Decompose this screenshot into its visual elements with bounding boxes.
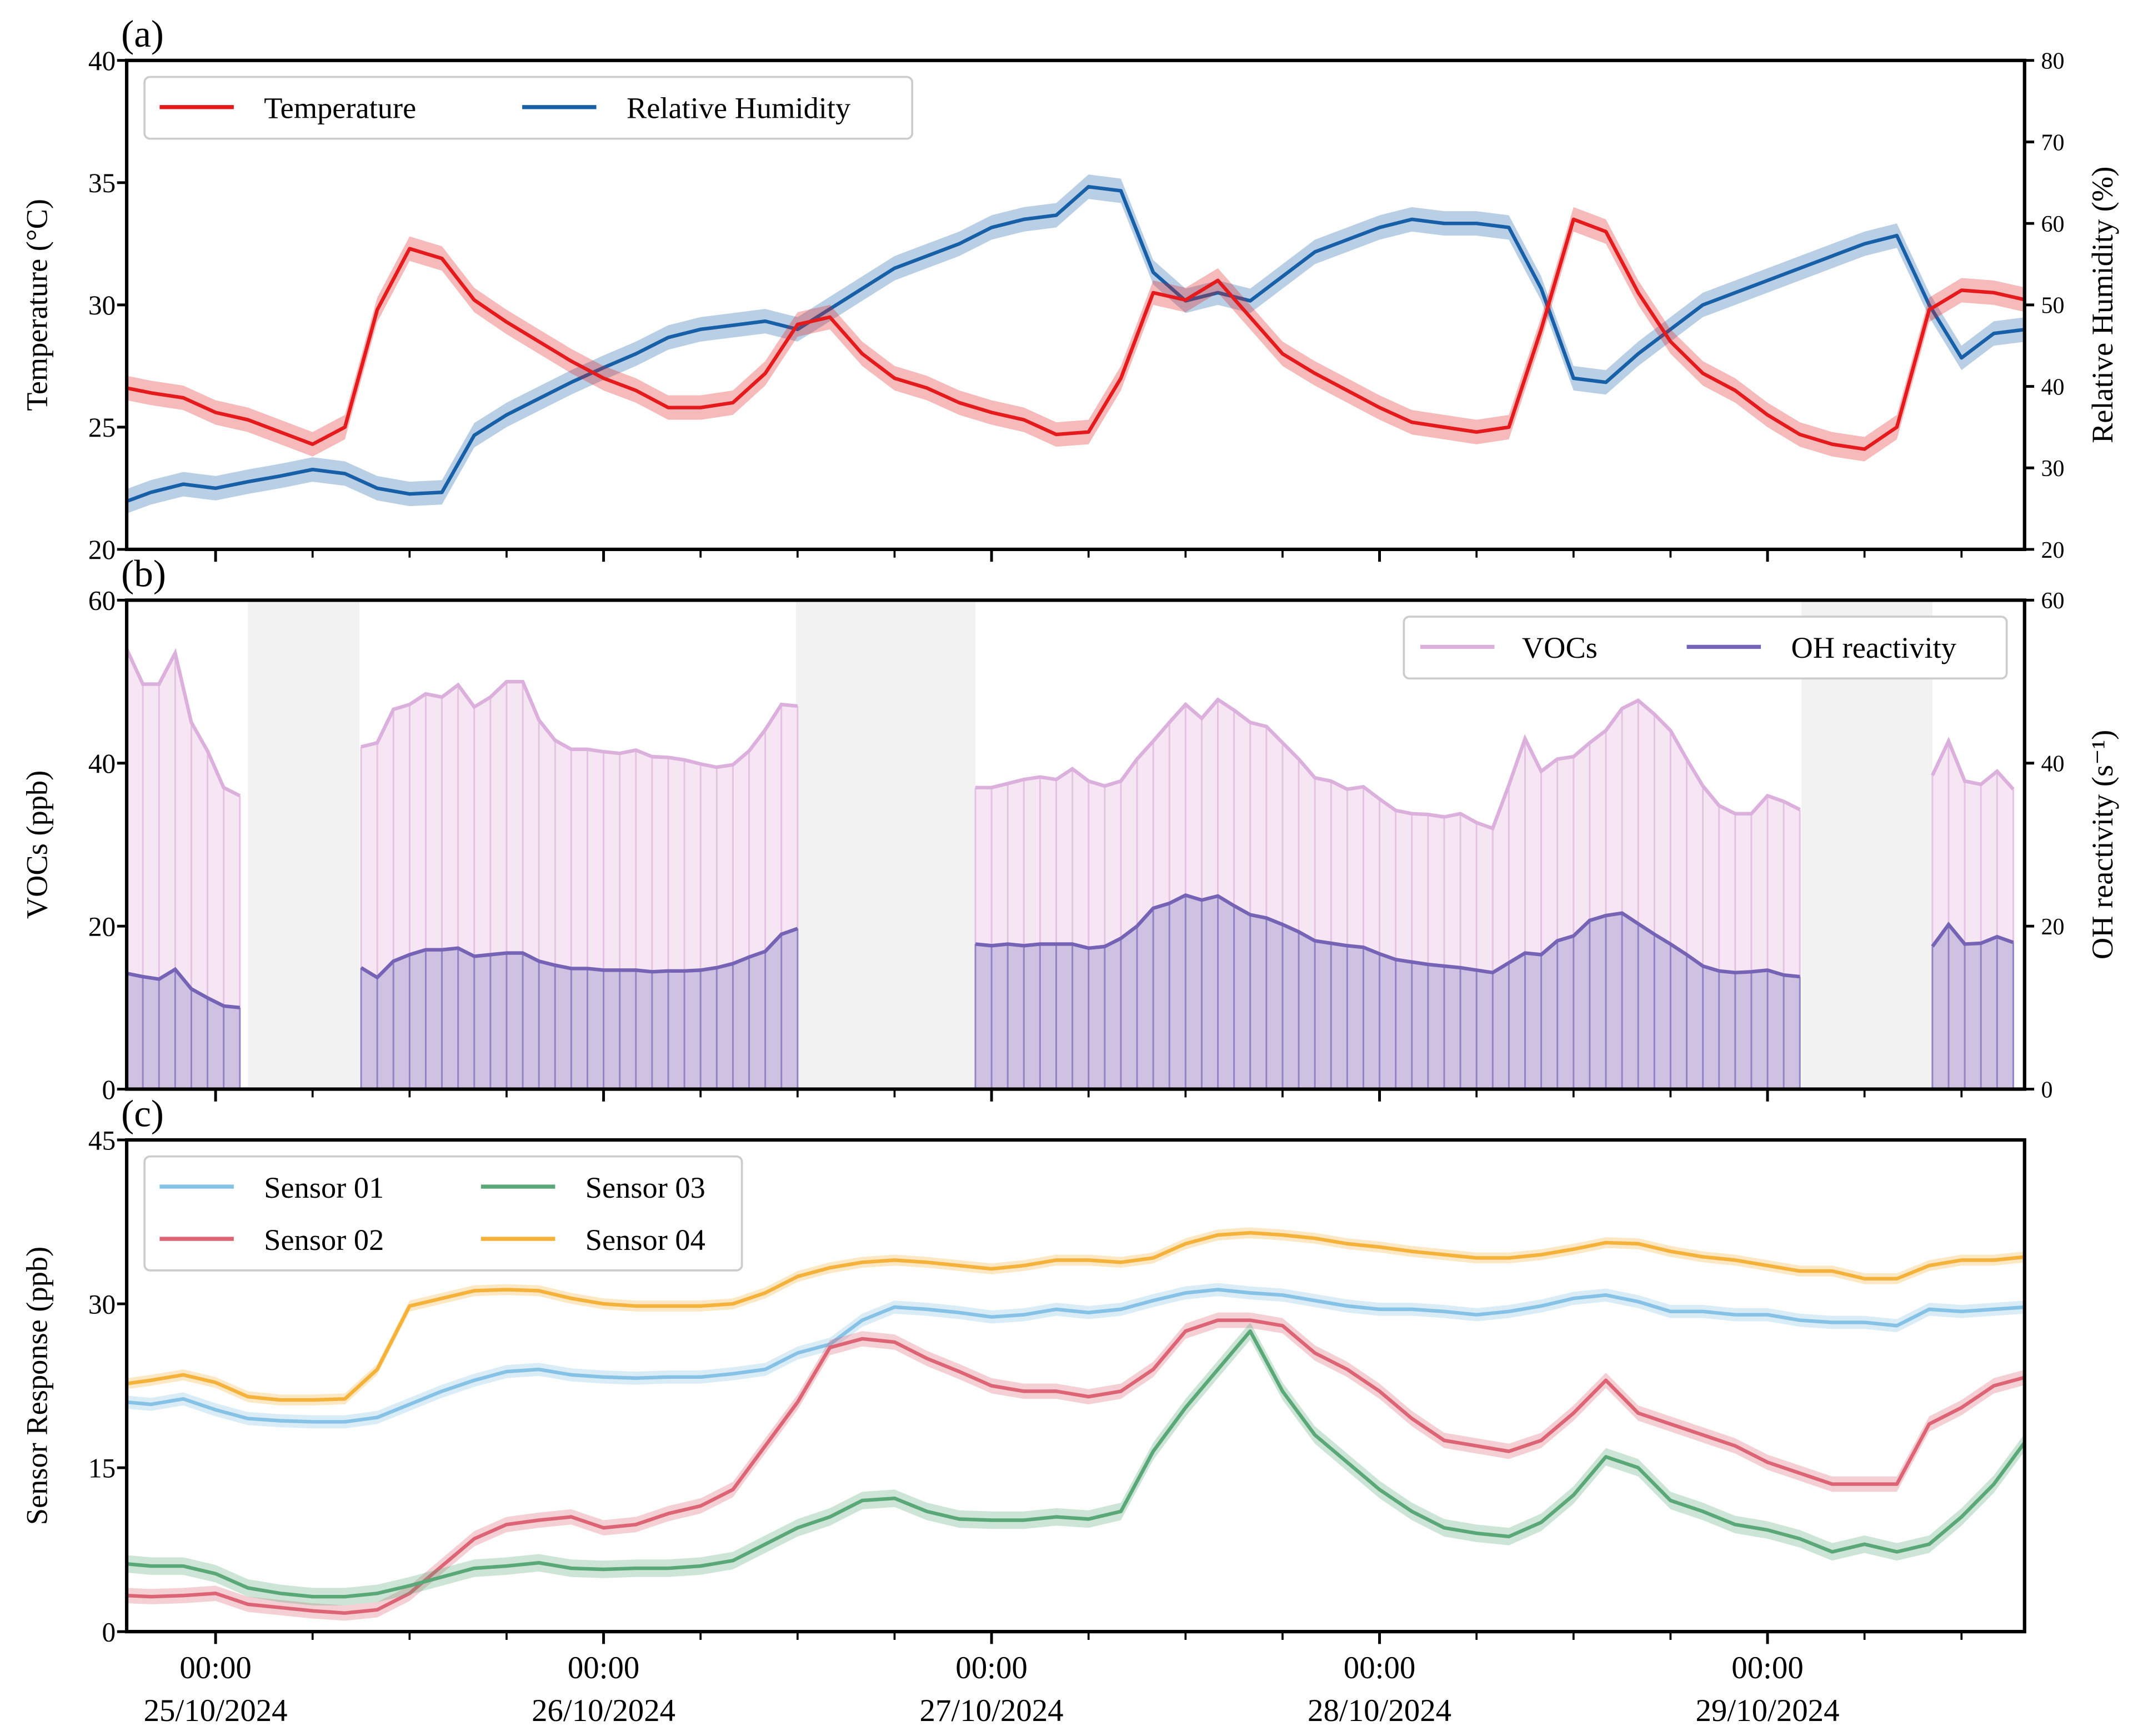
oh-reactivity-line	[1931, 922, 2014, 948]
series-line	[127, 1318, 2025, 1615]
error-band	[127, 1322, 2025, 1605]
y2-tick-label: 20	[2041, 914, 2064, 940]
legend-c: Sensor 01 Sensor 02 Sensor 03 Sensor 04	[143, 1155, 743, 1272]
oh-reactivity-area	[361, 928, 798, 1089]
missing-data-region	[248, 600, 360, 1089]
y-tick-label: 40	[88, 46, 116, 76]
x-tick-label-time: 00:00	[568, 1650, 640, 1685]
series-temperature	[127, 207, 2025, 462]
y-tick-label: 30	[88, 1289, 116, 1319]
vocs-line	[127, 648, 241, 798]
y-tick-label: 25	[88, 412, 116, 443]
y-axis-label-oh-reactivity: OH reactivity (s⁻¹)	[2086, 730, 2119, 959]
error-band	[127, 174, 2025, 514]
y-tick-label: 20	[88, 911, 116, 942]
series-line	[127, 217, 2025, 451]
series-line	[127, 1329, 2025, 1599]
x-tick-label-date: 25/10/2024	[144, 1693, 288, 1728]
legend-label-temperature: Temperature	[264, 92, 416, 125]
error-band	[127, 1227, 2025, 1405]
x-tick-label-date: 29/10/2024	[1696, 1693, 1840, 1728]
vocs-line	[975, 697, 1801, 831]
series-line	[127, 1288, 2025, 1424]
axes-frame	[124, 598, 2026, 1091]
y2-tick-label: 80	[2041, 49, 2064, 74]
area-series	[127, 648, 2015, 1089]
y2-tick-label: 40	[2041, 374, 2064, 400]
y-tick-label: 45	[88, 1125, 116, 1155]
oh-reactivity-line	[975, 893, 1800, 979]
series-line	[127, 184, 2025, 503]
vocs-line	[360, 679, 798, 769]
error-band	[127, 207, 2025, 462]
y-tick-label: 30	[88, 290, 116, 321]
y2-tick-label: 70	[2041, 130, 2064, 156]
panel-label-a: (a)	[121, 12, 164, 55]
y2-tick-label: 60	[2041, 588, 2064, 614]
legend-label-sensor-03: Sensor 03	[585, 1171, 705, 1204]
y2-tick-label: 0	[2041, 1077, 2052, 1103]
series-sensor-01	[127, 1283, 2025, 1429]
y2-tick-label: 60	[2041, 212, 2064, 237]
vocs-line	[1930, 737, 2015, 791]
legend-b: VOCs OH reactivity	[1403, 616, 2008, 680]
x-tick-label-date: 26/10/2024	[532, 1693, 675, 1728]
series-sensor-03	[127, 1322, 2025, 1605]
x-tick-label-time: 00:00	[955, 1650, 1028, 1685]
y-tick-label: 40	[88, 748, 116, 779]
oh-reactivity-area	[1932, 924, 2014, 1089]
oh-reactivity-line	[127, 967, 241, 1010]
y2-tick-label: 50	[2041, 293, 2064, 319]
x-tick-label-time: 00:00	[1731, 1650, 1804, 1685]
y-tick-label: 15	[88, 1453, 116, 1483]
y-tick-label: 0	[102, 1617, 116, 1647]
x-tick-label-date: 27/10/2024	[920, 1693, 1064, 1728]
y-tick-label: 0	[102, 1074, 116, 1105]
oh-reactivity-area	[127, 969, 240, 1089]
y-axis-label-temperature: Temperature (°C)	[21, 199, 54, 411]
missing-data-region	[1801, 600, 1932, 1089]
panel-label-c: (c)	[121, 1092, 164, 1134]
error-band	[127, 1312, 2025, 1621]
x-tick-label-time: 00:00	[179, 1650, 252, 1685]
x-tick-label-date: 28/10/2024	[1308, 1693, 1451, 1728]
axes-frame	[124, 1138, 2026, 1634]
legend-label-humidity: Relative Humidity	[627, 92, 850, 125]
series-sensor-02	[127, 1312, 2025, 1621]
legend-a: Temperature Relative Humidity	[143, 76, 914, 140]
legend-label-sensor-02: Sensor 02	[264, 1223, 384, 1257]
y2-tick-label: 40	[2041, 752, 2064, 777]
y-tick-label: 20	[88, 534, 116, 565]
series-line	[127, 1230, 2025, 1402]
y-axis-label-vocs: VOCs (ppb)	[21, 771, 54, 919]
x-tick-label-time: 00:00	[1344, 1650, 1416, 1685]
legend-label-sensor-04: Sensor 04	[585, 1223, 705, 1257]
legend-label-vocs: VOCs	[1522, 631, 1598, 664]
legend-box	[143, 1155, 743, 1272]
series-sensor-04	[127, 1227, 2025, 1405]
y-axis-label-humidity: Relative Humidity (%)	[2086, 167, 2119, 443]
y2-tick-label: 30	[2041, 456, 2064, 482]
missing-data-region	[795, 600, 975, 1089]
oh-reactivity-area	[975, 895, 1800, 1089]
legend-label-sensor-01: Sensor 01	[264, 1171, 384, 1204]
y-tick-label: 60	[88, 586, 116, 616]
y-axis-label-sensor-response: Sensor Response (ppb)	[21, 1247, 54, 1525]
legend-label-oh-reactivity: OH reactivity	[1791, 631, 1956, 664]
panel-label-b: (b)	[121, 552, 166, 595]
oh-reactivity-line	[360, 927, 798, 980]
y2-tick-label: 20	[2041, 538, 2064, 563]
series-relative-humidity	[127, 174, 2025, 514]
y-tick-label: 35	[88, 168, 116, 198]
